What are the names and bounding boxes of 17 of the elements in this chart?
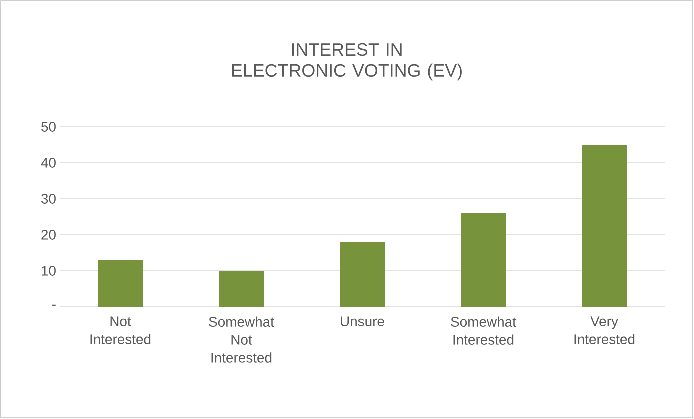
y-tick-label: 20	[42, 230, 56, 240]
bar	[219, 271, 264, 307]
x-tick-label: Unsure	[341, 316, 384, 327]
x-tick-label: Somewhat Interested	[451, 316, 516, 345]
x-tick-label: Somewhat Not Interested	[209, 316, 274, 363]
y-tick-label: 40	[41, 158, 56, 168]
bar	[461, 213, 506, 307]
bar	[582, 145, 627, 307]
y-tick-label: 50	[42, 122, 56, 132]
x-tick-label: Very Interested	[574, 316, 635, 344]
y-tick-label: 30	[41, 194, 56, 204]
bar	[98, 260, 143, 307]
chart-title: INTEREST IN ELECTRONIC VOTING (EV)	[232, 43, 462, 81]
y-tick-label: -	[52, 304, 56, 306]
x-tick-label: Not Interested	[90, 316, 151, 344]
y-tick-label: 10	[42, 266, 56, 276]
bar	[340, 242, 385, 307]
